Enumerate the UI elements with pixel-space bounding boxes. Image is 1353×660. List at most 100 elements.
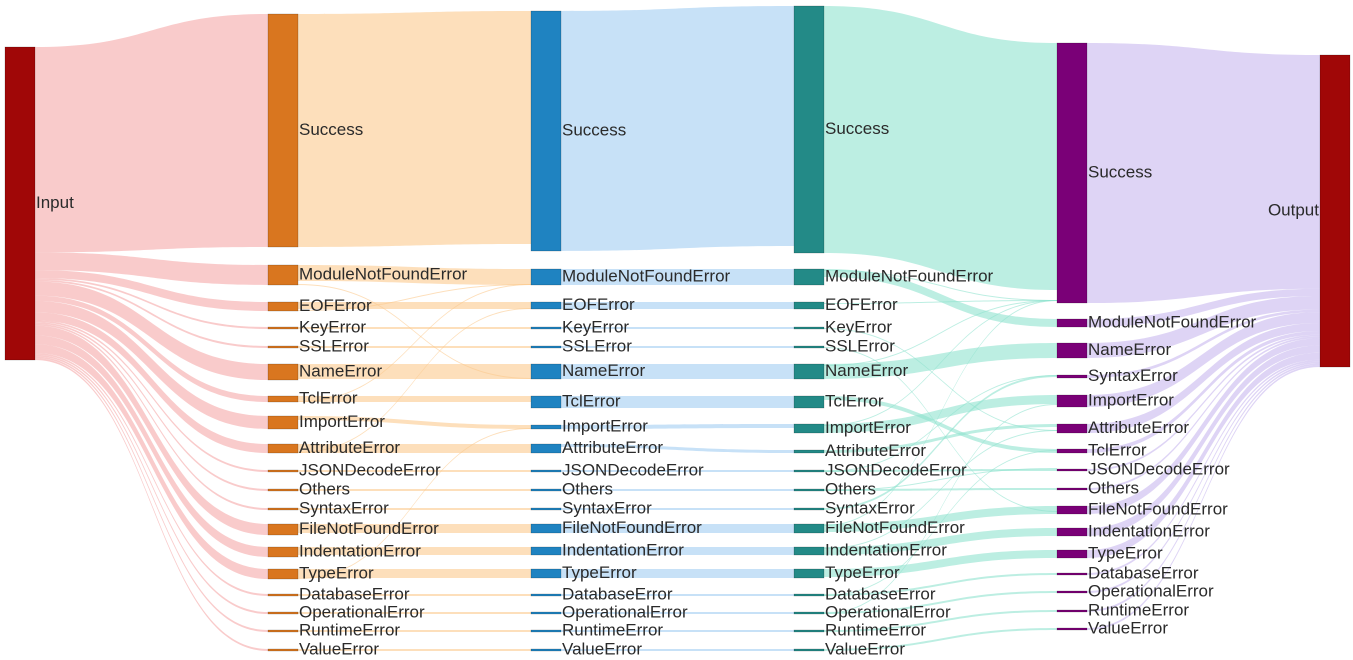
node-s4-11: [1056, 549, 1088, 559]
link-s3-to-s4-cross: [824, 404, 1057, 614]
node-s1-12: [267, 523, 299, 536]
link-s4-to-output: [1087, 365, 1320, 630]
node-s3-8: [793, 449, 825, 454]
link-s1-to-s2: [298, 327, 531, 329]
label-s1: ValueError: [299, 639, 379, 658]
link-s3-to-s4-cross: [824, 430, 1057, 549]
node-s1-16: [267, 611, 299, 615]
label-s2: Others: [562, 479, 613, 498]
link-s2-to-s3: [561, 547, 794, 555]
node-s4-10: [1056, 527, 1088, 537]
label-s3: ModuleNotFoundError: [825, 266, 994, 285]
label-s3: EOFError: [825, 295, 898, 314]
label-output: Output: [1268, 200, 1319, 219]
link-s3-to-s4-cross: [824, 300, 1057, 426]
node-s4-15: [1056, 627, 1088, 631]
label-s3: DatabaseError: [825, 584, 936, 603]
link-s4-to-output: [1087, 312, 1320, 407]
link-s1-to-s2: [298, 416, 531, 429]
node-s2-8: [530, 443, 562, 454]
link-s1-to-s2: [298, 612, 531, 614]
node-s2-5: [530, 363, 562, 380]
node-s1-18: [267, 648, 299, 652]
link-input-to-s1: [35, 320, 268, 472]
link-s1-to-s2: [298, 547, 531, 555]
node-s3-1: [793, 268, 825, 286]
node-s1-13: [267, 546, 299, 558]
label-s1: DatabaseError: [299, 584, 410, 603]
link-s4-to-output: [1087, 309, 1320, 378]
label-s2: ValueError: [562, 639, 642, 658]
node-s4-12: [1056, 572, 1088, 576]
label-s1: FileNotFoundError: [299, 519, 439, 538]
link-s3-to-s4: [824, 550, 1057, 577]
node-s3-7: [793, 423, 825, 434]
node-s3-16: [793, 611, 825, 615]
link-s2-to-s3: [561, 327, 794, 329]
flow-links: [35, 6, 1320, 651]
label-s3: RuntimeError: [825, 620, 926, 639]
label-s1: SyntaxError: [299, 498, 389, 517]
link-s3-to-s4-cross: [824, 300, 1057, 304]
label-s4: AttributeError: [1088, 418, 1189, 437]
link-s4-to-output: [1087, 361, 1320, 593]
node-s3-2: [793, 301, 825, 310]
node-s1-14: [267, 568, 299, 580]
label-s4: RuntimeError: [1088, 600, 1189, 619]
link-s3-to-s4: [824, 591, 1057, 614]
node-s2-11: [530, 507, 562, 511]
link-input-to-s1: [35, 358, 268, 651]
label-s4: ModuleNotFoundError: [1088, 312, 1257, 331]
node-s1-10: [267, 488, 299, 492]
label-s3: FileNotFoundError: [825, 518, 965, 537]
label-s4: Others: [1088, 478, 1139, 497]
node-s2-13: [530, 546, 562, 556]
label-s2: ModuleNotFoundError: [562, 266, 731, 285]
link-s1-to-s2-cross: [298, 284, 531, 311]
node-s3-15: [793, 593, 825, 597]
link-input-to-s1: [35, 335, 268, 557]
node-s3-5: [793, 363, 825, 380]
label-s2: TclError: [562, 391, 621, 410]
link-s1-to-s2: [298, 470, 531, 472]
link-s3-to-s4: [824, 343, 1057, 379]
label-s2: NameError: [562, 361, 645, 380]
label-s2: OperationalError: [562, 602, 688, 621]
link-input-to-s1: [35, 323, 268, 510]
link-s2-to-s3: [561, 6, 794, 251]
node-s1-4: [267, 345, 299, 349]
link-s2-to-s3: [561, 302, 794, 309]
link-s2-to-s3: [561, 444, 794, 453]
link-input-to-s1: [35, 281, 268, 380]
node-s4-3: [1056, 374, 1088, 379]
node-s4-2: [1056, 342, 1088, 359]
label-s2: Success: [562, 120, 626, 139]
node-s3-17: [793, 629, 825, 633]
link-s3-to-s4: [824, 506, 1057, 532]
label-s4: SyntaxError: [1088, 366, 1178, 385]
link-s1-to-s2: [298, 649, 531, 651]
link-s2-to-s3: [561, 269, 794, 285]
label-s4: FileNotFoundError: [1088, 499, 1228, 518]
link-input-to-s1: [35, 322, 268, 491]
label-s2: EOFError: [562, 295, 635, 314]
link-s2-to-s3: [561, 630, 794, 632]
link-s4-to-output: [1087, 338, 1320, 514]
node-s1-8: [267, 443, 299, 454]
node-s2-10: [530, 488, 562, 492]
link-input-to-s1: [35, 14, 268, 253]
label-s1: TclError: [299, 388, 358, 407]
link-s3-to-s4-cross: [824, 300, 1057, 366]
node-s2-4: [530, 345, 562, 349]
label-s2: RuntimeError: [562, 620, 663, 639]
link-s4-to-output: [1087, 295, 1320, 358]
label-s3: SyntaxError: [825, 498, 915, 517]
label-s4: Success: [1088, 162, 1152, 181]
label-s3: ImportError: [825, 418, 911, 437]
link-s3-to-s4: [824, 610, 1057, 632]
node-s4-6: [1056, 448, 1088, 454]
node-s1-3: [267, 326, 299, 330]
label-s3: SSLError: [825, 336, 895, 355]
link-input-to-s1: [35, 344, 268, 579]
label-s4: ValueError: [1088, 618, 1168, 637]
